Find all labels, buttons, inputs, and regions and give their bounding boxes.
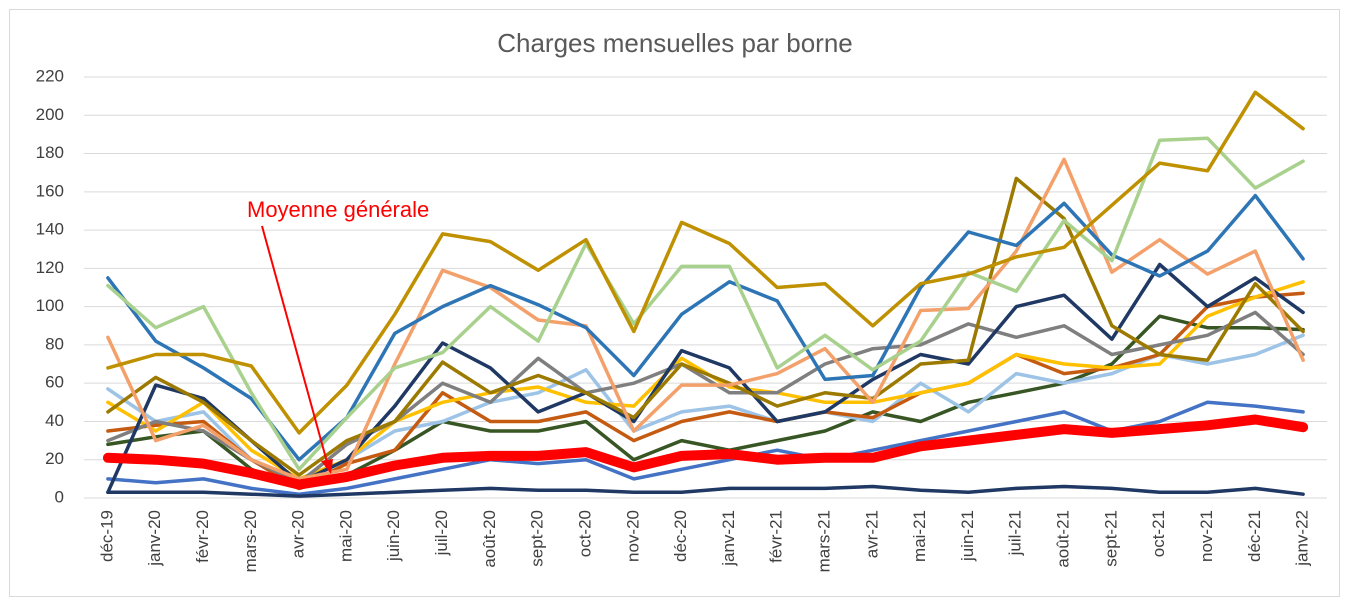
y-tick-label: 80 xyxy=(45,334,64,353)
x-tick-label: juin-21 xyxy=(958,510,977,562)
chart-frame xyxy=(9,9,1340,597)
y-tick-label: 60 xyxy=(45,373,64,392)
x-tick-label: oct-21 xyxy=(1149,510,1168,557)
x-tick-label: mai-20 xyxy=(336,510,355,562)
x-tick-label: sept-21 xyxy=(1101,510,1120,567)
x-tick-label: juin-20 xyxy=(384,510,403,562)
x-tick-label: déc-21 xyxy=(1245,510,1264,562)
y-tick-label: 120 xyxy=(36,258,64,277)
x-tick-label: nov-21 xyxy=(1197,510,1216,562)
chart-title: Charges mensuelles par borne xyxy=(497,28,853,58)
series-line xyxy=(102,414,1309,490)
x-tick-label: déc-19 xyxy=(97,510,116,562)
x-tick-label: avr-20 xyxy=(289,510,308,558)
x-tick-label: juil-20 xyxy=(432,510,451,556)
y-tick-label: 140 xyxy=(36,220,64,239)
x-tick-label: août-21 xyxy=(1054,510,1073,568)
series-line xyxy=(106,193,1305,462)
series-line xyxy=(106,90,1305,435)
lines xyxy=(102,90,1309,498)
y-tick-label: 160 xyxy=(36,181,64,200)
x-tick-label: oct-20 xyxy=(575,510,594,557)
x-tick-label: janv-20 xyxy=(145,510,164,567)
series-line xyxy=(106,136,1305,472)
y-tick-label: 200 xyxy=(36,105,64,124)
x-tick-label: juil-21 xyxy=(1006,510,1025,556)
x-tick-label: nov-20 xyxy=(623,510,642,562)
x-tick-label: janv-22 xyxy=(1293,510,1312,567)
y-tick-label: 20 xyxy=(45,449,64,468)
x-tick-label: mars-20 xyxy=(241,510,260,572)
y-tick-label: 40 xyxy=(45,411,64,430)
y-tick-label: 180 xyxy=(36,143,64,162)
x-tick-label: févr-21 xyxy=(767,510,786,563)
annotation: Moyenne générale xyxy=(247,197,429,222)
x-tick-label: déc-20 xyxy=(671,510,690,562)
annotation-arrow xyxy=(261,225,328,463)
x-tick-label: févr-20 xyxy=(193,510,212,563)
x-tick-label: mars-21 xyxy=(815,510,834,572)
x-tick-label: mai-21 xyxy=(910,510,929,562)
y-tick-label: 100 xyxy=(36,296,64,315)
x-tick-label: août-20 xyxy=(480,510,499,568)
x-tick-label: janv-21 xyxy=(719,510,738,567)
y-tick-label: 0 xyxy=(55,487,64,506)
arrow-head xyxy=(321,459,333,474)
x-tick-label: avr-21 xyxy=(862,510,881,558)
x-tick-label: sept-20 xyxy=(528,510,547,567)
grid: 0 20 40 60 80 100 120 140 160 180 200 220 déc-19 janv… xyxy=(36,66,1327,572)
series-line xyxy=(106,484,1305,498)
series-line xyxy=(106,176,1305,477)
y-tick-label: 220 xyxy=(36,66,64,85)
